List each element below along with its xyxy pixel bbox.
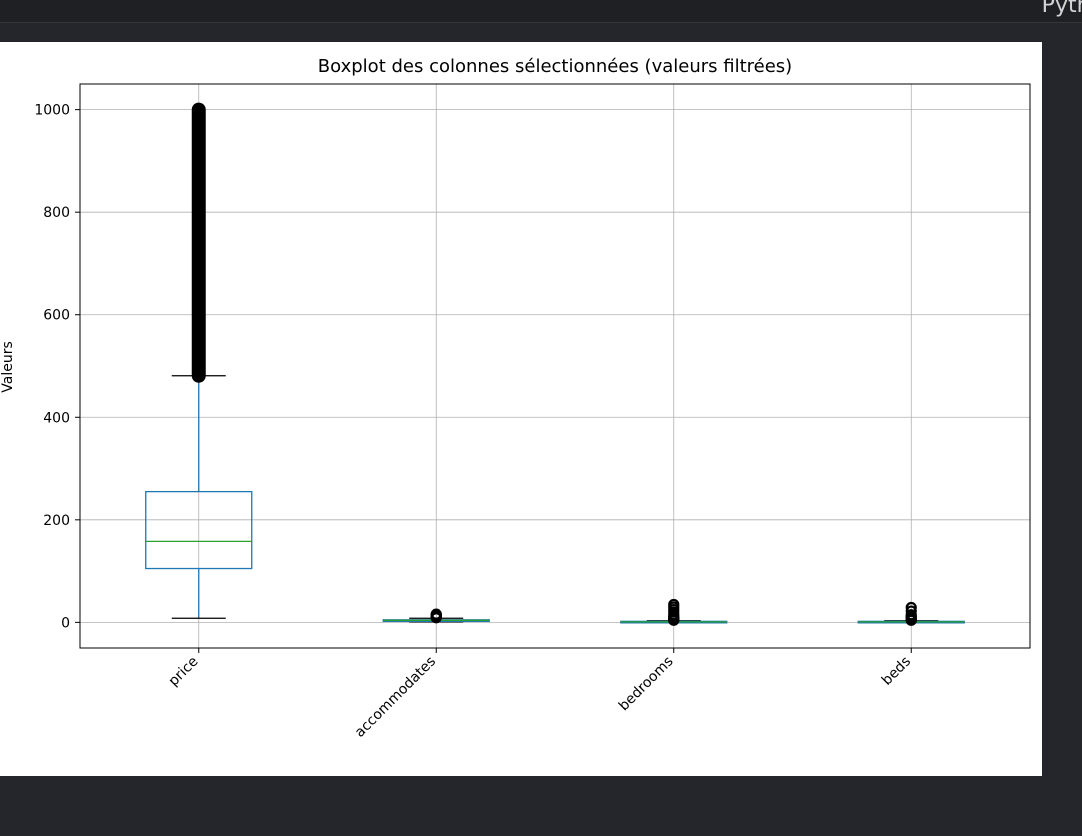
flier-point-bedrooms (668, 598, 680, 611)
grid-layer (80, 84, 1030, 648)
y-tick-label: 0 (61, 615, 70, 631)
boxplot-chart: Boxplot des colonnes sélectionnées (vale… (0, 56, 1031, 741)
tick-layer: 0 200 400 600 800 1000 price accommodates bedroo… (34, 103, 914, 741)
flier-layer (191, 102, 917, 626)
cell-output-panel: Boxplot des colonnes sélectionnées (vale… (0, 42, 1042, 776)
y-axis-label: Valeurs (0, 341, 16, 393)
top-toolbar: Pytho (0, 0, 1082, 23)
x-tick-label-beds: beds (879, 654, 914, 689)
flier-point-accommodates (430, 608, 442, 620)
language-label: Pytho (1041, 0, 1082, 18)
chart-title: Boxplot des colonnes sélectionnées (vale… (318, 56, 792, 77)
x-tick-label-price: price (166, 654, 202, 690)
plot-frame (79, 83, 1031, 649)
box-layer (145, 375, 965, 624)
flier-point-beds (905, 605, 917, 617)
y-tick-label: 1000 (34, 103, 70, 119)
y-tick-label: 400 (43, 410, 70, 426)
flier-point-beds (905, 609, 917, 621)
x-tick-label-bedrooms: bedrooms (616, 654, 677, 715)
y-tick-label: 600 (43, 308, 70, 324)
box-price (145, 490, 253, 570)
flier-point-beds (905, 601, 917, 614)
y-tick-label: 200 (43, 513, 70, 529)
y-tick-label: 800 (43, 205, 70, 221)
x-tick-label-accommodates: accommodates (352, 654, 439, 741)
